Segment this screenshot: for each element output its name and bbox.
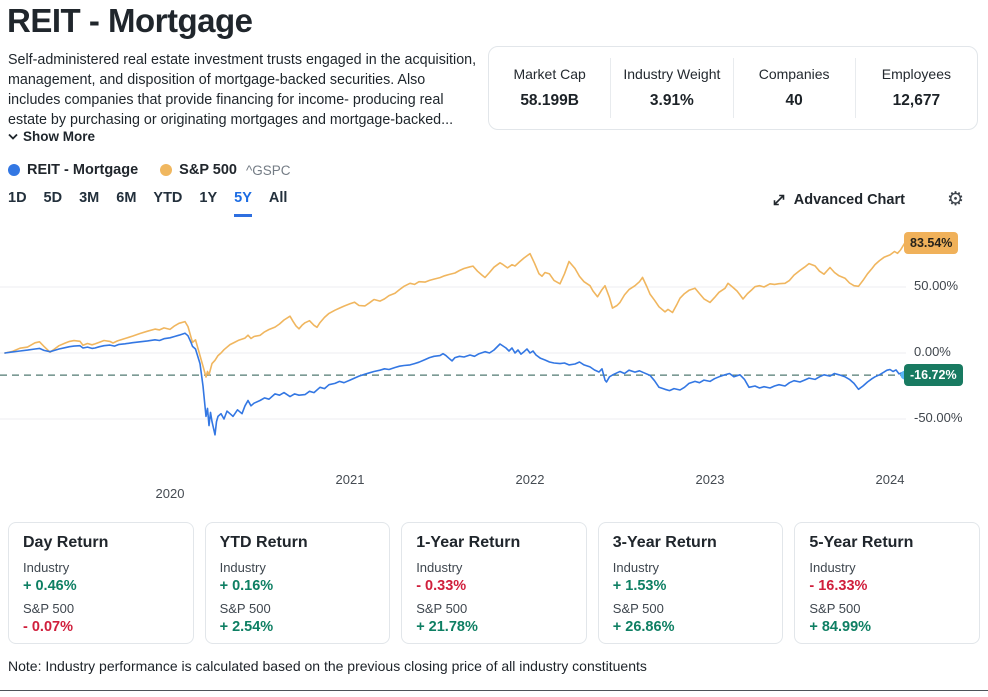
chart-canvas xyxy=(0,241,910,436)
legend-item-sp500[interactable]: S&P 500 ^GSPC xyxy=(160,162,291,178)
row-value: + 21.78% xyxy=(416,619,478,635)
advanced-chart-label: Advanced Chart xyxy=(793,191,905,208)
x-axis-tick: 2024 xyxy=(875,472,905,487)
row-label: Industry xyxy=(612,560,660,575)
stat-value: 3.91% xyxy=(649,92,694,109)
card-1-year-return: 1-Year Return Industry - 0.33% S&P 500 +… xyxy=(401,522,587,644)
legend-label: REIT - Mortgage xyxy=(27,162,139,178)
card-ytd-return: YTD Return Industry + 0.16% S&P 500 + 2.… xyxy=(204,522,391,644)
legend-dot-sp500 xyxy=(160,164,173,176)
card-3-year-return: 3-Year Return Industry + 1.53% S&P 500 +… xyxy=(597,522,784,644)
footnote: Note: Industry performance is calculated… xyxy=(8,658,647,674)
stat-label: Companies xyxy=(758,66,830,82)
performance-chart[interactable]: 50.00% 0.00% -50.00% 83.54% -16.72% 2020 20… xyxy=(0,225,988,503)
x-axis-tick: 2022 xyxy=(515,472,545,487)
gear-icon[interactable]: ⚙ xyxy=(946,188,964,210)
stat-label: Employees xyxy=(881,66,951,82)
x-axis-tick: 2021 xyxy=(335,472,365,487)
range-tab-6m[interactable]: 6M xyxy=(116,190,137,206)
legend-item-industry[interactable]: REIT - Mortgage xyxy=(8,162,138,178)
industry-stats-card: Market Cap 58.199B Industry Weight 3.91%… xyxy=(488,46,978,130)
stat-companies: Companies 40 xyxy=(732,58,855,118)
y-axis-tick: -50.00% xyxy=(914,410,963,425)
row-value: + 2.54% xyxy=(219,619,274,635)
row-value: + 0.46% xyxy=(23,578,77,594)
y-axis-tick: 0.00% xyxy=(914,344,951,359)
legend-ticker: ^GSPC xyxy=(245,162,291,178)
stat-market-cap: Market Cap 58.199B xyxy=(489,58,610,118)
range-tab-5d[interactable]: 5D xyxy=(43,190,63,206)
row-value: + 0.16% xyxy=(219,578,274,594)
legend-label: S&P 500 xyxy=(179,162,237,178)
card-5-year-return: 5-Year Return Industry - 16.33% S&P 500 … xyxy=(794,522,980,644)
card-title: Day Return xyxy=(23,534,109,551)
row-label: Industry xyxy=(219,560,266,575)
legend-dot-industry xyxy=(8,164,20,176)
row-label: S&P 500 xyxy=(219,601,271,616)
industry-current-value-badge: -16.72% xyxy=(904,364,963,387)
row-value: - 16.33% xyxy=(809,578,868,594)
row-value: - 0.07% xyxy=(23,619,73,635)
range-tab-3m[interactable]: 3M xyxy=(79,190,100,206)
page-title: REIT - Mortgage xyxy=(7,2,253,39)
stat-label: Industry Weight xyxy=(623,66,721,82)
row-value: + 26.86% xyxy=(612,619,675,635)
x-axis-tick: 2020 xyxy=(155,486,185,501)
row-value: + 1.53% xyxy=(612,578,667,594)
industry-description: Self-administered real estate investment… xyxy=(8,52,477,128)
card-title: 3-Year Return xyxy=(612,534,717,551)
range-tab-1d[interactable]: 1D xyxy=(8,190,27,206)
range-tab-1y[interactable]: 1Y xyxy=(199,190,218,206)
chart-controls: Advanced Chart ⚙ xyxy=(772,190,964,209)
card-day-return: Day Return Industry + 0.46% S&P 500 - 0.… xyxy=(8,522,194,644)
row-label: Industry xyxy=(23,560,70,575)
range-tab-all[interactable]: All xyxy=(268,190,288,206)
stat-employees: Employees 12,677 xyxy=(854,58,977,118)
stat-label: Market Cap xyxy=(513,66,586,82)
sp500-current-value-badge: 83.54% xyxy=(904,231,959,254)
stat-value: 58.199B xyxy=(520,92,579,109)
advanced-chart-button[interactable]: Advanced Chart xyxy=(772,192,905,208)
row-label: Industry xyxy=(416,560,463,575)
row-label: Industry xyxy=(809,560,856,575)
stat-industry-weight: Industry Weight 3.91% xyxy=(610,58,732,118)
show-more-label: Show More xyxy=(23,129,96,144)
x-axis-tick: 2023 xyxy=(695,472,725,487)
chevron-down-icon xyxy=(8,133,18,140)
range-tab-5y[interactable]: 5Y xyxy=(234,190,252,217)
return-cards: Day Return Industry + 0.46% S&P 500 - 0.… xyxy=(8,522,980,644)
chart-legend: REIT - Mortgage S&P 500 ^GSPC xyxy=(8,162,291,178)
section-divider xyxy=(0,690,988,691)
row-label: S&P 500 xyxy=(612,601,664,616)
range-tab-ytd[interactable]: YTD xyxy=(153,190,183,206)
row-label: S&P 500 xyxy=(23,601,75,616)
card-title: 1-Year Return xyxy=(416,534,521,551)
stat-value: 40 xyxy=(785,92,803,109)
row-value: - 0.33% xyxy=(416,578,467,594)
y-axis-tick: 50.00% xyxy=(914,278,959,293)
row-label: S&P 500 xyxy=(809,601,861,616)
expand-diagonal-icon xyxy=(773,194,785,205)
card-title: YTD Return xyxy=(219,534,308,551)
row-label: S&P 500 xyxy=(416,601,468,616)
row-value: + 84.99% xyxy=(809,619,872,635)
show-more-button[interactable]: Show More xyxy=(8,129,95,144)
range-tabs: 1D 5D 3M 6M YTD 1Y 5Y All xyxy=(8,190,287,217)
stat-value: 12,677 xyxy=(892,92,941,109)
card-title: 5-Year Return xyxy=(809,534,914,551)
